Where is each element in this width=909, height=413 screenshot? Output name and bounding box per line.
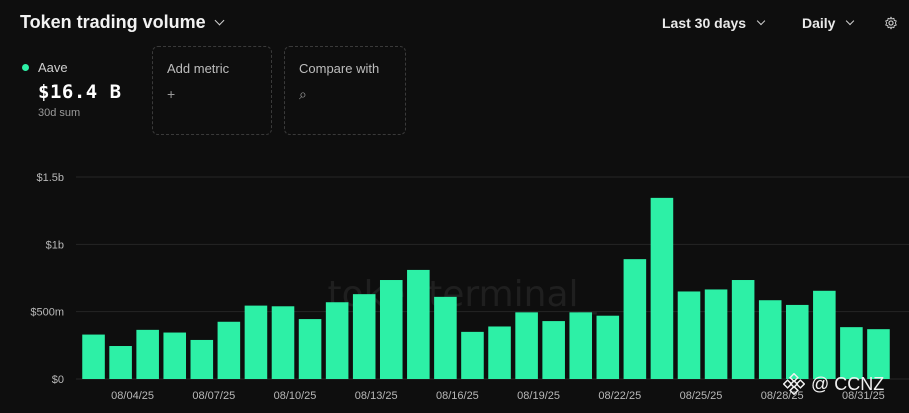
x-tick-label: 08/25/25 [680,390,723,402]
compare-with-button[interactable]: Compare with ⌕ [284,46,406,135]
bar[interactable] [136,329,159,379]
diamond-logo-icon [783,373,805,395]
bar[interactable] [758,300,782,379]
ccnz-text: @ CCNZ [811,373,885,394]
interval-dropdown[interactable]: Daily [802,15,855,31]
bar[interactable] [623,259,647,379]
bar[interactable] [163,332,187,379]
interval-label: Daily [802,15,836,31]
bar[interactable] [352,294,376,379]
compare-with-label: Compare with [299,61,380,76]
bar[interactable] [813,290,836,379]
bar[interactable] [271,306,295,379]
series-color-dot [22,64,29,71]
bar[interactable] [325,302,349,379]
ccnz-overlay: @ CCNZ [783,373,884,395]
bar[interactable] [785,304,809,379]
metric-name: Aave [38,60,68,75]
y-tick-label: $500m [30,307,64,319]
bar[interactable] [244,305,268,379]
bar[interactable] [731,280,755,379]
volume-bar-chart: $0$500m$1b$1.5b tokenterminal_ 08/04/25 0… [30,172,909,402]
chart-title: Token trading volume [20,12,206,32]
bar[interactable] [379,280,403,379]
bar[interactable] [109,346,132,379]
bar[interactable] [542,321,565,379]
add-metric-label: Add metric [167,61,230,76]
x-tick-label: 08/13/25 [355,390,398,402]
y-tick-label: $1b [46,239,64,251]
chevron-down-icon [756,16,766,26]
bar[interactable] [190,339,214,379]
chevron-down-icon [214,15,225,26]
bar[interactable] [596,315,620,379]
bar[interactable] [704,289,728,379]
bar[interactable] [298,319,322,379]
bar[interactable] [82,334,105,379]
bar[interactable] [407,269,430,379]
date-range-label: Last 30 days [662,15,747,31]
chevron-down-icon [846,16,855,26]
date-range-dropdown[interactable]: Last 30 days [662,15,766,31]
bar[interactable] [650,197,674,379]
bar[interactable] [867,329,890,379]
x-tick-label: 08/10/25 [274,390,317,402]
bar[interactable] [840,327,863,379]
search-icon: ⌕ [299,86,307,102]
bar[interactable] [515,312,538,379]
plus-icon: + [167,86,176,102]
x-tick-label: 08/04/25 [111,390,154,402]
x-tick-label: 08/07/25 [192,390,235,402]
gear-icon[interactable] [884,16,898,30]
bar[interactable] [217,321,241,379]
metric-summary: Aave $16.4 B 30d sum [22,60,122,119]
add-metric-button[interactable]: Add metric + [152,46,272,135]
y-tick-label: $1.5b [36,172,64,184]
metric-sub: 30d sum [38,107,81,119]
chart-title-dropdown[interactable]: Token trading volume [20,12,225,33]
x-tick-label: 08/22/25 [598,390,641,402]
bar[interactable] [461,331,484,379]
metric-value: $16.4 B [38,81,122,103]
bar[interactable] [434,296,457,379]
x-tick-label: 08/19/25 [517,390,560,402]
bar[interactable] [569,312,593,379]
x-tick-label: 08/31/25 [842,390,885,402]
top-bar: Token trading volume Last 30 days Daily [0,0,909,46]
bar[interactable] [488,326,511,379]
x-tick-label: 08/16/25 [436,390,479,402]
bar[interactable] [677,291,701,379]
y-tick-label: $0 [52,374,64,386]
